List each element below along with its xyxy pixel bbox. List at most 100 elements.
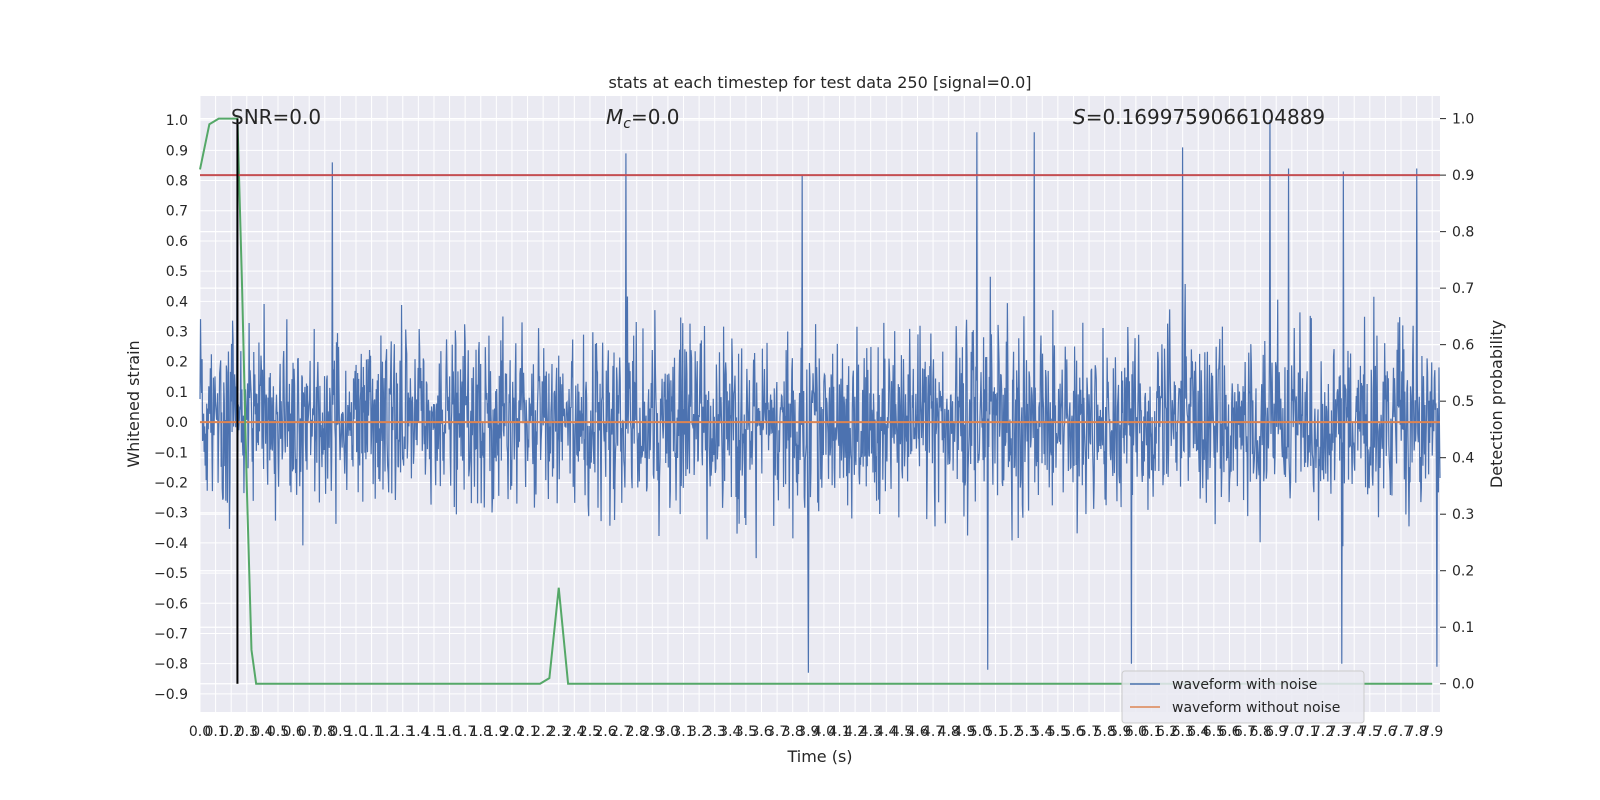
x-tick-label: 2.9 (641, 724, 663, 740)
x-tick-label: 7.1 (1296, 724, 1318, 740)
x-tick-label: 2.6 (594, 724, 616, 740)
y2-tick-label: 0.2 (1452, 564, 1474, 580)
y2-tick-label: 0.9 (1452, 168, 1474, 184)
x-tick-label: 5.0 (969, 724, 991, 740)
y2-tick-label: 0.8 (1452, 225, 1474, 241)
y-tick-label: 0.1 (166, 385, 188, 401)
y-tick-label: −0.3 (154, 506, 188, 522)
legend-label-clean: waveform without noise (1172, 700, 1340, 716)
y-tick-label: −0.5 (154, 566, 188, 582)
x-tick-label: 7.6 (1374, 724, 1396, 740)
x-tick-label: 4.8 (938, 724, 960, 740)
x-tick-label: 2.3 (548, 724, 570, 740)
x-tick-label: 3.8 (782, 724, 804, 740)
y2-tick-label: 0.6 (1452, 338, 1474, 354)
y-tick-label: −0.7 (154, 626, 188, 642)
x-tick-label: 1.8 (470, 724, 492, 740)
x-tick-label: 5.4 (1031, 724, 1053, 740)
y-axis-label: Whitened strain (124, 340, 143, 467)
x-tick-label: 7.2 (1312, 724, 1334, 740)
y2-tick-label: 0.7 (1452, 281, 1474, 297)
x-tick-label: 0.9 (329, 724, 351, 740)
x-tick-label: 5.8 (1094, 724, 1116, 740)
x-tick-label: 5.7 (1078, 724, 1100, 740)
x-tick-label: 4.7 (922, 724, 944, 740)
y2-tick-label: 1.0 (1452, 112, 1474, 128)
x-tick-label: 1.2 (376, 724, 398, 740)
x-tick-label: 2.7 (610, 724, 632, 740)
y2-tick-label: 0.0 (1452, 677, 1474, 693)
x-tick-label: 5.3 (1016, 724, 1038, 740)
y-tick-label: 0.4 (166, 294, 188, 310)
x-tick-label: 1.7 (454, 724, 476, 740)
detection-probability-series (199, 117, 1433, 685)
x-tick-labels: 0.00.10.20.30.40.50.60.70.80.91.01.11.21… (189, 724, 1443, 740)
x-tick-label: 7.4 (1343, 724, 1365, 740)
chart-title: stats at each timestep for test data 250… (608, 73, 1031, 92)
x-tick-label: 6.6 (1218, 724, 1240, 740)
y-tick-label: 0.2 (166, 355, 188, 371)
y-tick-label: 0.6 (166, 234, 188, 250)
x-tick-label: 0.5 (267, 724, 289, 740)
x-tick-label: 2.1 (516, 724, 538, 740)
score-symbol: S (1073, 105, 1086, 129)
x-tick-label: 0.0 (189, 724, 211, 740)
y2-axis-label: Detection probability (1487, 320, 1506, 488)
x-tick-label: 4.4 (875, 724, 897, 740)
y-tick-label: −0.6 (154, 596, 188, 612)
detection-probability-line (199, 117, 1433, 685)
x-tick-label: 3.5 (735, 724, 757, 740)
y-tick-label: 0.7 (166, 204, 188, 220)
x-tick-label: 4.1 (828, 724, 850, 740)
x-tick-label: 2.0 (501, 724, 523, 740)
x-tick-label: 6.1 (1140, 724, 1162, 740)
x-tick-label: 7.7 (1390, 724, 1412, 740)
x-tick-label: 7.5 (1359, 724, 1381, 740)
x-tick-label: 5.2 (1000, 724, 1022, 740)
x-axis-label: Time (s) (786, 747, 852, 766)
x-tick-label: 3.2 (688, 724, 710, 740)
x-tick-label: 5.9 (1109, 724, 1131, 740)
x-tick-label: 5.1 (984, 724, 1006, 740)
x-tick-label: 0.4 (251, 724, 273, 740)
x-tick-label: 6.0 (1125, 724, 1147, 740)
y-tick-label: −0.2 (154, 476, 188, 492)
x-tick-label: 6.7 (1234, 724, 1256, 740)
x-tick-label: 2.2 (532, 724, 554, 740)
x-tick-label: 0.3 (236, 724, 258, 740)
x-tick-label: 0.1 (204, 724, 226, 740)
x-tick-label: 4.2 (844, 724, 866, 740)
x-tick-label: 5.5 (1047, 724, 1069, 740)
y-tick-labels: 1.0 0.9 0.8 0.7 0.6 0.5 0.4 0.3 0.2 0.1 0.0 −0.1 −0.… (154, 113, 188, 703)
y2-tick-label: 0.1 (1452, 620, 1474, 636)
x-tick-label: 4.0 (813, 724, 835, 740)
y-tick-label: 0.5 (166, 264, 188, 280)
y-tick-label: 0.9 (166, 143, 188, 159)
y-tick-label: −0.1 (154, 445, 188, 461)
y-tick-label: 0.8 (166, 174, 188, 190)
snr-annotation: SNR=0.0 (231, 105, 321, 129)
x-tick-label: 7.8 (1405, 724, 1427, 740)
x-tick-label: 3.4 (719, 724, 741, 740)
y-tick-label: −0.9 (154, 687, 188, 703)
x-tick-label: 1.6 (438, 724, 460, 740)
x-tick-label: 4.9 (953, 724, 975, 740)
x-tick-label: 1.9 (485, 724, 507, 740)
x-tick-label: 2.8 (626, 724, 648, 740)
x-tick-label: 1.4 (407, 724, 429, 740)
x-tick-label: 3.9 (797, 724, 819, 740)
y2-tick-labels: 1.0 0.9 0.8 0.7 0.6 0.5 0.4 0.3 0.2 0.1 0.0 (1440, 112, 1474, 693)
x-tick-label: 6.4 (1187, 724, 1209, 740)
x-tick-label: 0.8 (314, 724, 336, 740)
y2-tick-label: 0.3 (1452, 507, 1474, 523)
x-tick-label: 6.8 (1249, 724, 1271, 740)
y-tick-label: −0.4 (154, 536, 188, 552)
chirp-mass-subscript: c (623, 116, 631, 132)
x-tick-label: 0.2 (220, 724, 242, 740)
chirp-mass-symbol: M (606, 105, 623, 129)
chirp-mass-value: =0.0 (631, 105, 680, 129)
chirp-mass-annotation: Mc=0.0 (606, 105, 680, 132)
noise-waveform-line (199, 120, 1441, 673)
x-tick-label: 1.1 (360, 724, 382, 740)
